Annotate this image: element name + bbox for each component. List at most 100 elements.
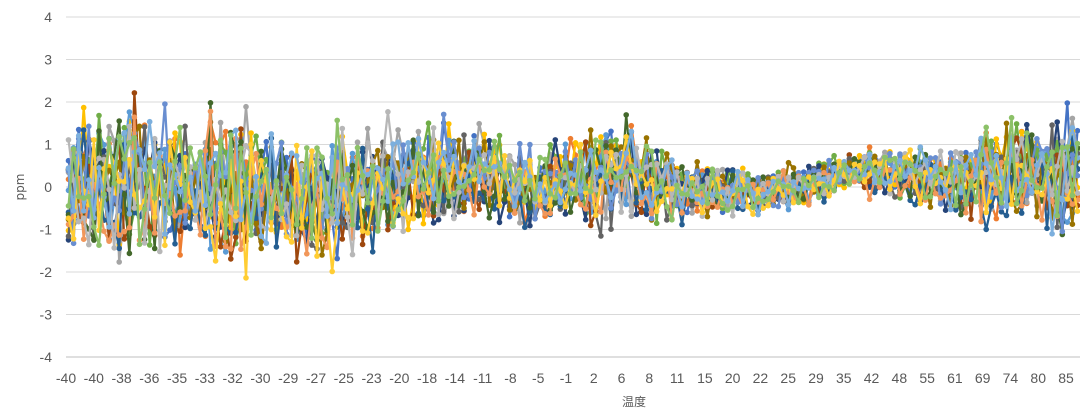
data-point — [603, 173, 609, 180]
data-point — [400, 181, 407, 187]
data-point — [1059, 138, 1066, 145]
data-point — [400, 228, 407, 235]
data-point — [253, 220, 259, 227]
data-point — [653, 185, 660, 192]
data-point — [998, 200, 1005, 206]
data-point — [517, 220, 523, 226]
data-point — [679, 164, 685, 170]
data-point — [228, 209, 234, 216]
data-point — [506, 162, 513, 169]
data-point — [653, 220, 660, 227]
data-point — [364, 171, 371, 178]
data-point — [101, 228, 107, 234]
data-point — [887, 190, 893, 197]
data-point — [212, 182, 219, 188]
data-point — [151, 195, 158, 201]
data-point — [91, 137, 97, 143]
data-point — [238, 139, 244, 145]
data-point — [435, 216, 442, 223]
data-point — [937, 166, 944, 173]
data-point — [106, 238, 112, 244]
data-point — [329, 268, 336, 275]
data-point — [542, 210, 548, 217]
data-point — [547, 202, 553, 209]
data-point — [603, 143, 609, 149]
data-point — [248, 130, 254, 136]
data-point — [912, 201, 918, 208]
data-point — [983, 226, 989, 233]
data-point — [202, 232, 209, 238]
data-point — [187, 225, 193, 232]
data-point — [897, 191, 903, 198]
data-point — [932, 155, 939, 161]
data-point — [618, 209, 624, 215]
data-point — [212, 258, 219, 264]
data-point — [947, 150, 954, 156]
data-point — [385, 154, 391, 160]
x-tick-label: 85 — [1058, 370, 1074, 386]
data-point — [86, 177, 92, 183]
data-point — [729, 172, 736, 179]
data-point — [821, 199, 827, 205]
data-point — [1013, 200, 1020, 207]
data-point — [638, 168, 645, 175]
data-point — [811, 186, 817, 193]
data-point — [912, 183, 918, 190]
data-point — [871, 167, 878, 174]
data-point — [821, 176, 827, 182]
data-point — [451, 191, 457, 197]
x-tick-label: -27 — [306, 370, 326, 386]
data-point — [1034, 162, 1040, 169]
data-point — [233, 234, 239, 240]
x-tick-label: -29 — [278, 370, 298, 386]
data-point — [273, 244, 280, 250]
data-point — [136, 241, 143, 248]
data-point — [121, 178, 128, 185]
data-point — [80, 208, 87, 214]
data-point — [299, 162, 305, 169]
data-point — [572, 190, 579, 197]
data-point — [207, 211, 214, 218]
data-point — [699, 183, 706, 190]
data-point — [106, 167, 112, 174]
data-point — [593, 137, 599, 143]
data-point — [699, 209, 706, 216]
data-point — [238, 216, 244, 223]
data-point — [91, 237, 97, 243]
data-point — [856, 152, 863, 159]
data-point — [927, 204, 934, 210]
data-point — [623, 112, 629, 118]
data-point — [714, 167, 721, 174]
data-point — [222, 243, 229, 250]
data-point — [826, 157, 832, 164]
data-point — [750, 211, 756, 217]
data-point — [623, 150, 629, 156]
data-point — [364, 199, 371, 206]
data-point — [506, 186, 513, 193]
data-point — [141, 124, 148, 130]
data-point — [887, 186, 893, 192]
data-point — [628, 213, 635, 220]
data-point — [222, 128, 229, 135]
data-point — [385, 226, 391, 233]
data-point — [126, 211, 133, 217]
data-point — [567, 170, 574, 177]
x-tick-label: -18 — [417, 370, 437, 386]
data-point — [207, 160, 214, 166]
data-point — [988, 160, 995, 166]
data-point — [182, 208, 188, 214]
data-point — [116, 159, 122, 166]
data-point — [927, 174, 934, 180]
x-tick-label: 29 — [808, 370, 824, 386]
data-point — [1029, 177, 1035, 183]
data-point — [1054, 163, 1060, 170]
data-point — [466, 178, 472, 184]
data-point — [689, 210, 695, 216]
data-point — [486, 137, 493, 144]
data-point — [603, 215, 609, 222]
data-point — [476, 120, 483, 127]
data-point — [202, 147, 209, 154]
data-point — [440, 167, 447, 174]
data-point — [790, 199, 797, 206]
data-point — [958, 189, 964, 196]
